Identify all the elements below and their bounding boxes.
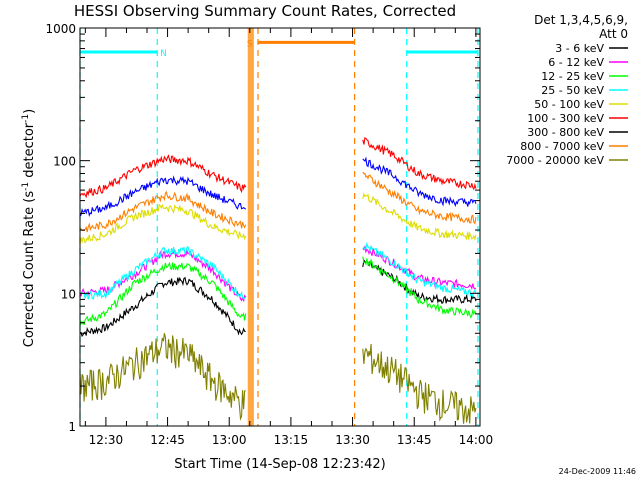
series-line-9-1 xyxy=(362,156,477,208)
plot-area: NS xyxy=(79,28,479,426)
series-line-3-1 xyxy=(362,241,477,299)
y-label-part2: detector xyxy=(22,122,37,182)
legend-label-5: 100 - 300 keV xyxy=(527,112,604,125)
y-label-part1: Corrected Count Rate (s xyxy=(22,191,37,348)
series-line-4-0 xyxy=(79,203,247,245)
y-tick-label-2: 100 xyxy=(53,155,76,169)
x-tick-label-0: 12:30 xyxy=(89,433,124,447)
saa-region xyxy=(247,28,254,426)
axes: 1 10 100 1000 12:30 12:45 13:00 13:15 13:30 13:45… xyxy=(45,22,493,447)
legend-header-line2: Att 0 xyxy=(599,27,628,41)
y-axis-label: Corrected Count Rate (s-1 detector-1) xyxy=(21,109,37,347)
series-line-3-0 xyxy=(79,245,246,300)
y-tick-label-1: 10 xyxy=(61,287,76,301)
x-tick-label-6: 14:00 xyxy=(459,433,494,447)
flag-label-N: N xyxy=(160,49,167,59)
series-line-5-1 xyxy=(362,137,477,191)
footer-date: 24-Dec-2009 11:46 xyxy=(559,467,636,476)
series-line-2-1 xyxy=(362,256,477,319)
legend-label-4: 50 - 100 keV xyxy=(534,98,604,111)
legend-label-0: 3 - 6 keV xyxy=(555,42,604,55)
series-line-1-0 xyxy=(79,249,247,302)
plot-frame xyxy=(79,27,481,427)
y-label-sup1: -1 xyxy=(21,182,31,191)
legend-label-6: 300 - 800 keV xyxy=(527,126,604,139)
legend-label-2: 12 - 25 keV xyxy=(541,70,604,83)
x-tick-label-1: 12:45 xyxy=(150,433,185,447)
series-line-7-0 xyxy=(79,190,247,233)
x-tick-label-4: 13:30 xyxy=(335,433,370,447)
legend-label-1: 6 - 12 keV xyxy=(548,56,604,69)
series-line-5-0 xyxy=(79,154,247,199)
x-tick-label-5: 13:45 xyxy=(397,433,432,447)
legend-header-line1: Det 1,3,4,5,6,9, xyxy=(534,13,628,27)
series-line-8-0 xyxy=(79,333,246,421)
x-axis-label: Start Time (14-Sep-08 12:23:42) xyxy=(174,457,385,472)
chart-title: HESSI Observing Summary Count Rates, Cor… xyxy=(74,2,456,20)
series-line-8-1 xyxy=(362,343,477,424)
y-tick-label-0: 1 xyxy=(68,420,76,434)
flag-label-S: S xyxy=(247,39,253,49)
y-label-sup2: -1 xyxy=(21,114,31,123)
legend-label-7: 800 - 7000 keV xyxy=(520,140,604,153)
legend-label-3: 25 - 50 keV xyxy=(541,84,604,97)
legend-label-8: 7000 - 20000 keV xyxy=(506,154,604,167)
x-tick-label-3: 13:15 xyxy=(274,433,309,447)
x-tick-label-2: 13:00 xyxy=(212,433,247,447)
y-tick-label-3: 1000 xyxy=(45,22,76,36)
series-line-9-0 xyxy=(79,175,247,218)
y-label-part3: ) xyxy=(22,109,37,114)
series-line-4-1 xyxy=(362,192,477,241)
series-line-0-0 xyxy=(79,276,246,338)
series-line-7-1 xyxy=(362,171,477,225)
series-line-2-0 xyxy=(79,261,247,327)
